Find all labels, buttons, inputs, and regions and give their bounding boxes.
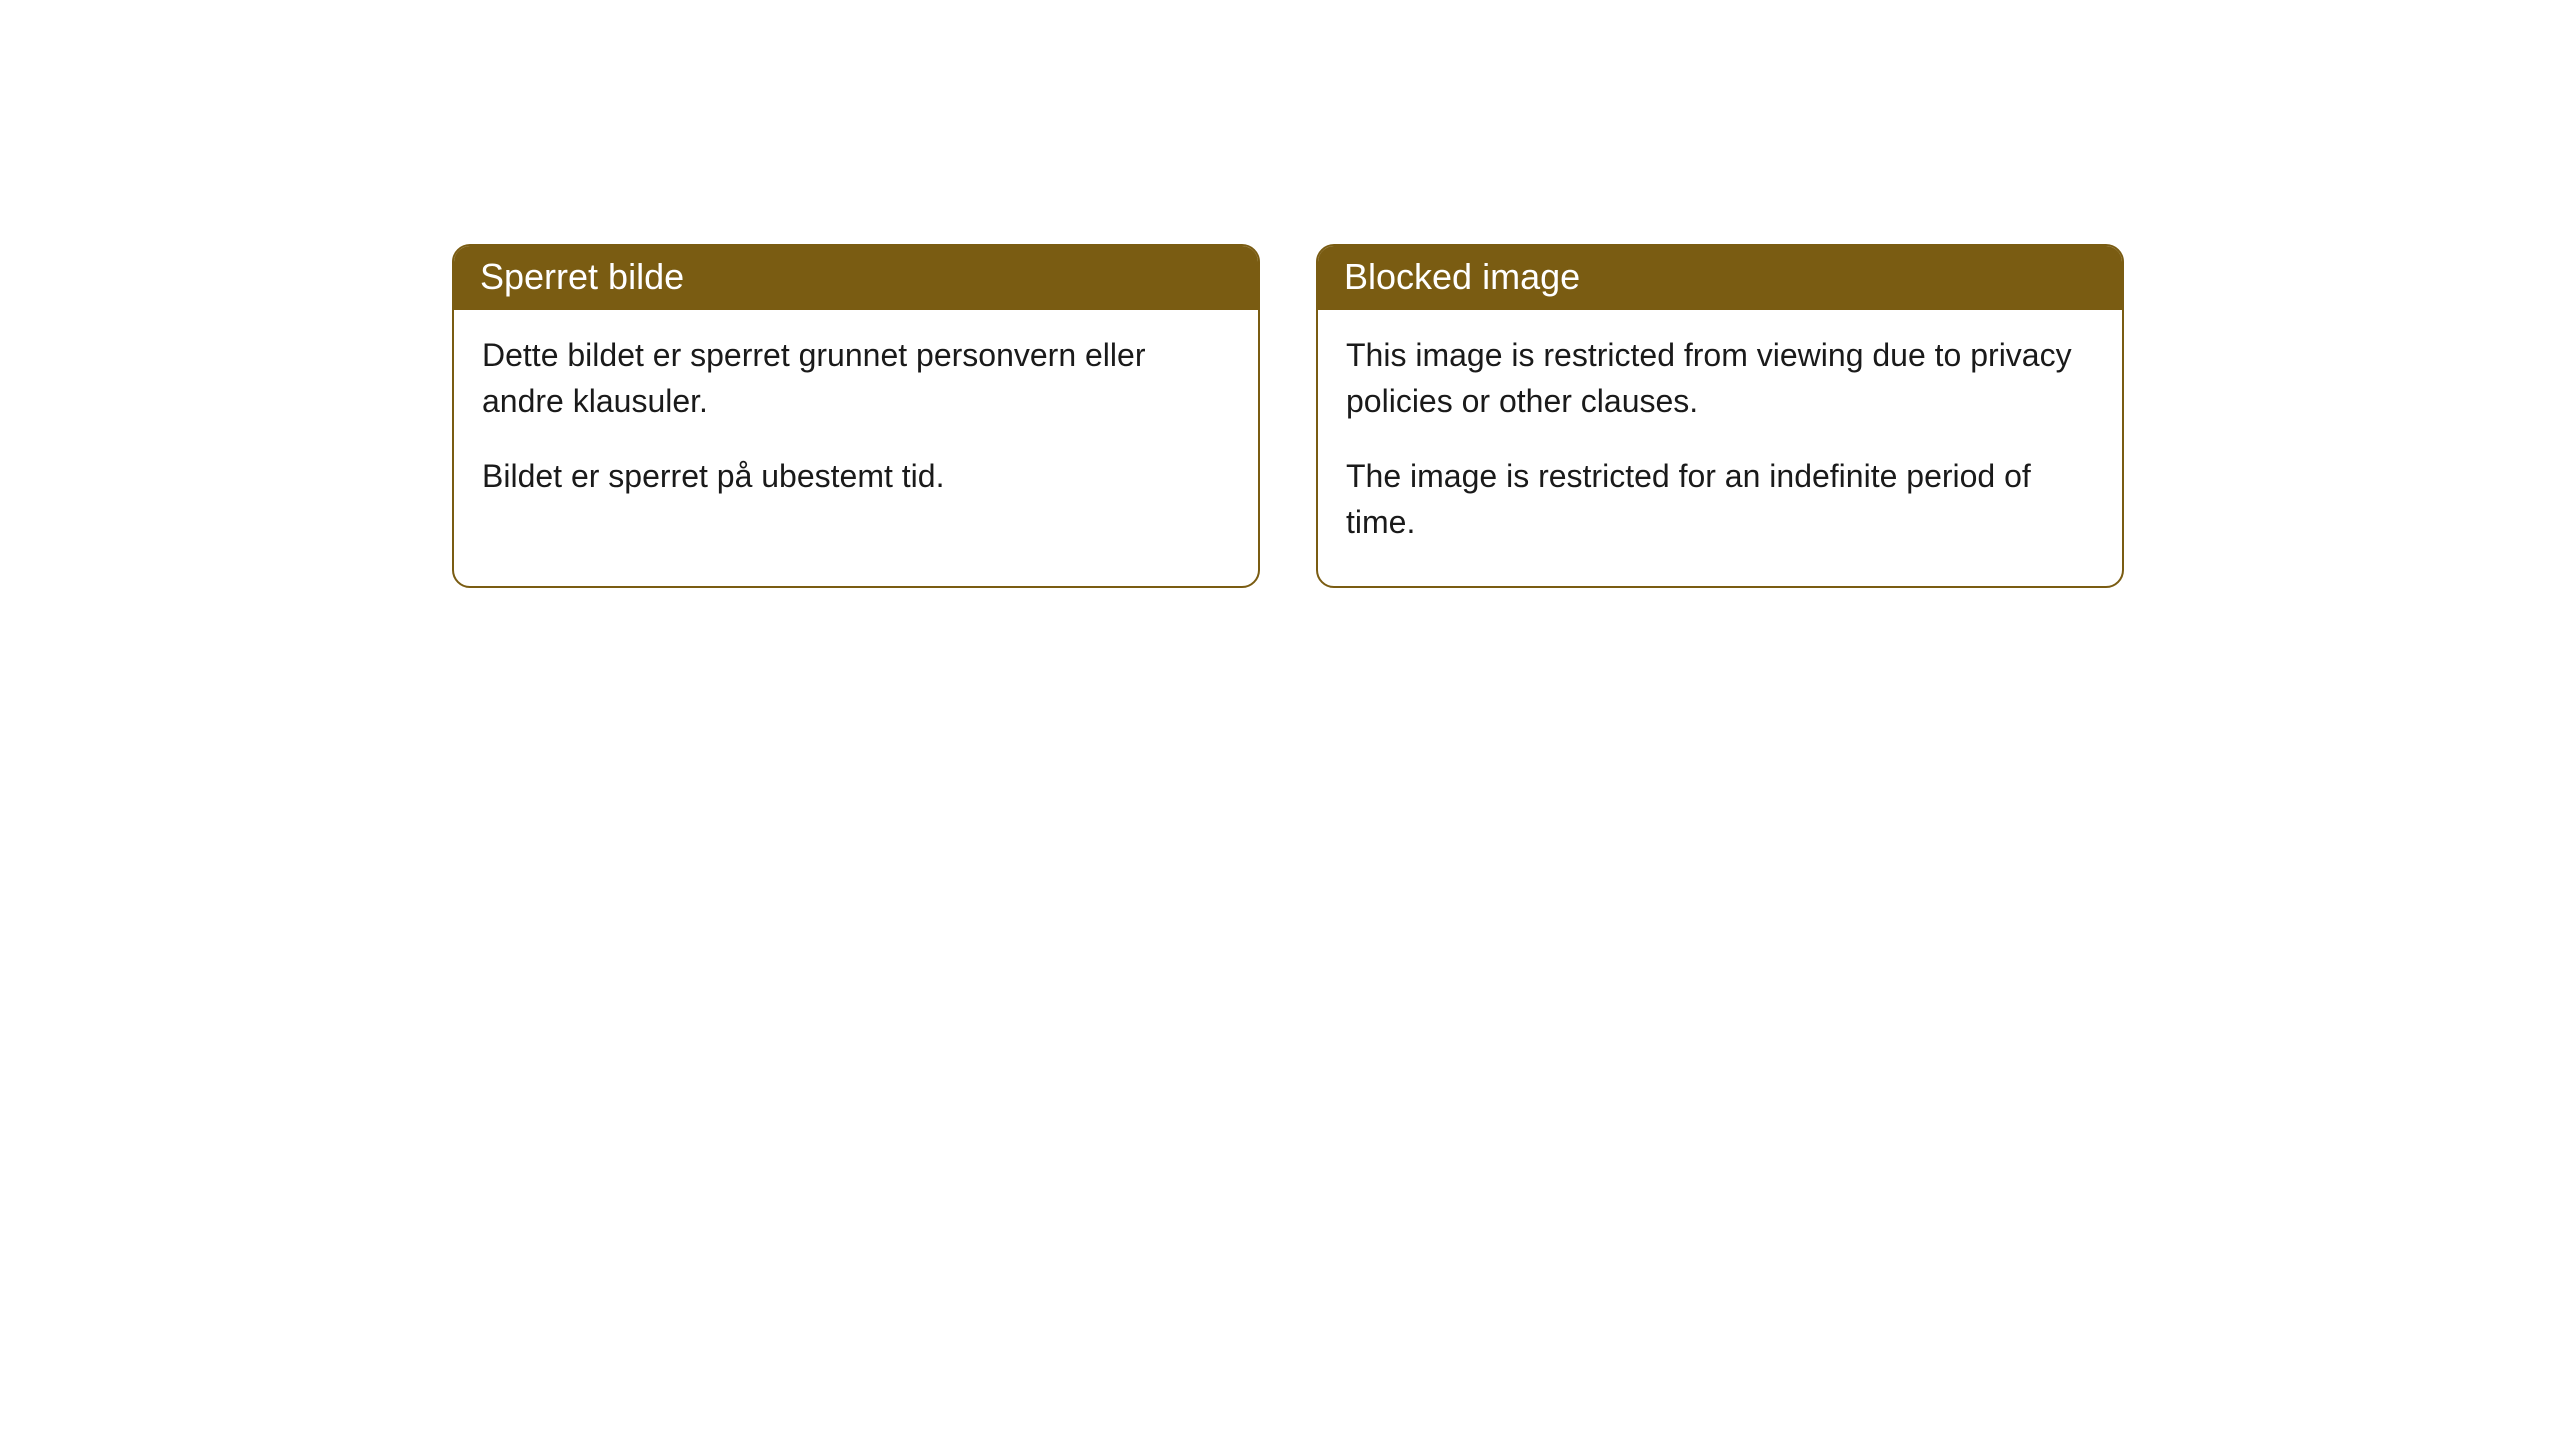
card-body-english: This image is restricted from viewing du… [1318, 310, 2122, 586]
card-paragraph-english-2: The image is restricted for an indefinit… [1346, 453, 2094, 546]
card-title-norwegian: Sperret bilde [480, 256, 684, 297]
card-paragraph-norwegian-2: Bildet er sperret på ubestemt tid. [482, 453, 1230, 499]
card-header-english: Blocked image [1318, 246, 2122, 310]
card-header-norwegian: Sperret bilde [454, 246, 1258, 310]
card-paragraph-english-1: This image is restricted from viewing du… [1346, 332, 2094, 425]
card-body-norwegian: Dette bildet er sperret grunnet personve… [454, 310, 1258, 539]
card-title-english: Blocked image [1344, 256, 1580, 297]
card-english: Blocked image This image is restricted f… [1316, 244, 2124, 588]
card-paragraph-norwegian-1: Dette bildet er sperret grunnet personve… [482, 332, 1230, 425]
cards-container: Sperret bilde Dette bildet er sperret gr… [452, 244, 2124, 588]
card-norwegian: Sperret bilde Dette bildet er sperret gr… [452, 244, 1260, 588]
